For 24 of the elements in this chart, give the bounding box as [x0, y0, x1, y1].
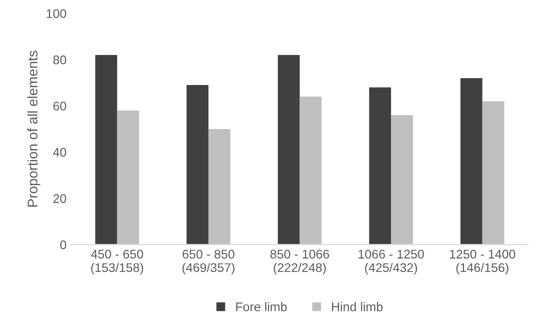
legend-label: Hind limb	[332, 302, 383, 312]
bar	[208, 128, 230, 245]
bar	[482, 101, 504, 245]
x-tick-label: 650 - 850 (469/357)	[182, 250, 234, 275]
y-tick-label: 0	[60, 240, 66, 250]
legend-label: Fore limb	[236, 302, 287, 312]
bar	[117, 110, 140, 245]
x-tick-label: 1250 - 1400 (146/156)	[450, 250, 516, 275]
x-tick-label: 1066 - 1250 (425/432)	[358, 250, 424, 275]
x-tick-label: 850 - 1066 (222/248)	[270, 250, 330, 275]
bar	[391, 115, 413, 245]
bar	[186, 85, 208, 245]
y-tick-label: 100	[46, 9, 66, 18]
y-axis-title: Proportion of all elements	[27, 50, 40, 207]
bar	[460, 78, 482, 245]
y-tick-label: 40	[53, 148, 66, 157]
bar	[95, 55, 118, 245]
y-tick-label: 80	[53, 55, 66, 64]
bar	[369, 87, 392, 245]
y-tick-label: 60	[53, 102, 66, 111]
bar	[278, 55, 300, 245]
y-tick-label: 20	[53, 194, 66, 203]
bar	[300, 96, 322, 245]
x-tick-label: 450 - 650 (153/158)	[91, 250, 144, 275]
